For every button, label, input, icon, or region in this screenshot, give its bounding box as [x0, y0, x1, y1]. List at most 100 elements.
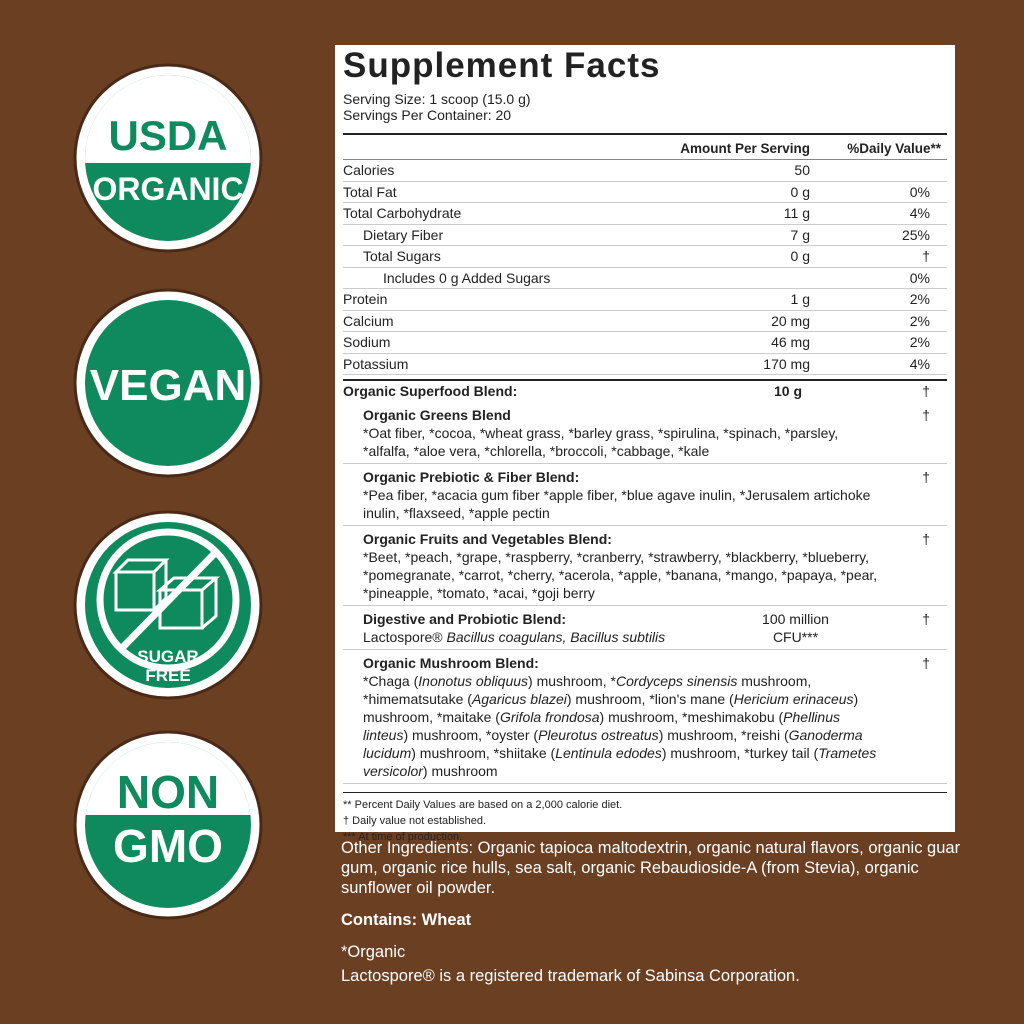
desc-italic: Cordyceps sinensis: [615, 672, 738, 689]
nutrient-name: Calcium: [343, 312, 394, 329]
nutrient-dv: 2%: [909, 334, 930, 350]
blend-dv: †: [922, 383, 930, 399]
sub-blend: Organic Prebiotic & Fiber Blend: † *Pea f…: [343, 464, 947, 526]
desc-text: ) mushroom, *meshimakobu (: [599, 708, 784, 725]
nutrient-name: Total Fat: [343, 183, 397, 200]
nutrient-row: Dietary Fiber 7 g 25%: [343, 225, 947, 246]
title: Supplement Facts: [343, 46, 661, 85]
nutrient-name: Includes 0 g Added Sugars: [383, 269, 551, 286]
non-gmo-badge: NON GMO: [73, 730, 263, 920]
nutrient-row: Sodium 46 mg 2%: [343, 332, 947, 354]
nutrient-row: Total Sugars 0 g †: [343, 246, 947, 268]
nutrient-dv: 2%: [909, 312, 930, 329]
desc-text: *Chaga (: [363, 672, 419, 689]
badges: USDA ORGANIC VEGAN SUGAR FREE NON GMO: [73, 63, 263, 920]
desc-text: ) mushroom, *shiitake (: [411, 744, 556, 761]
desc-italic: Ganoderma lucidum: [363, 726, 863, 761]
nutrient-amount: 0 g: [790, 183, 810, 200]
desc-italic: Trametes versicolor: [363, 744, 877, 779]
desc-text: *Beet, *peach, *grape, *raspberry, *cran…: [363, 548, 878, 601]
nutrient-amount: 11 g: [783, 205, 810, 221]
header-row: Amount Per Serving %Daily Value**: [343, 135, 947, 160]
nutrient-row: Calcium 20 mg 2%: [343, 311, 947, 332]
blend-row: Organic Superfood Blend: 10 g †: [343, 381, 947, 402]
sub-blend-name: Digestive and Probiotic Blend:: [363, 610, 567, 627]
nutrient-row: Total Fat 0 g 0%: [343, 182, 947, 203]
sub-blend-dv: †: [922, 530, 930, 547]
sub-blend-name: Organic Mushroom Blend:: [363, 654, 539, 671]
desc-text: ) mushroom, *lion's mane (: [566, 690, 734, 707]
nutrient-amount: 0 g: [790, 248, 810, 264]
nutrient-dv: †: [922, 248, 930, 264]
nutrient-amount: 170 mg: [763, 355, 810, 372]
desc-text: ) mushroom, *: [528, 672, 616, 689]
nutrient-amount: 7 g: [790, 226, 810, 243]
badge-text: USDA: [108, 112, 227, 159]
desc-text: ) mushroom, *oyster (: [403, 726, 539, 743]
sugar-free-badge: SUGAR FREE: [73, 510, 263, 700]
nutrient-row: Potassium 170 mg 4%: [343, 354, 947, 375]
header: %Daily Value**: [847, 141, 941, 156]
nutrient-amount: 46 mg: [771, 334, 810, 350]
supplement-facts: Supplement Facts Serving Size: 1 scoop (…: [335, 45, 955, 843]
desc-text: ) mushroom: [422, 762, 498, 779]
sub-blend-desc: *Chaga (Inonotus obliquus) mushroom, *Co…: [363, 672, 947, 780]
sub-blend-desc: *Beet, *peach, *grape, *raspberry, *cran…: [363, 548, 947, 602]
sub-blend-dv: †: [922, 610, 930, 627]
desc-text: ) mushroom, *maitake (: [363, 690, 859, 725]
trademark: Lactospore® is a registered trademark of…: [341, 967, 800, 985]
desc-italic: Agaricus blazei: [471, 690, 567, 707]
header: Amount Per Serving: [680, 141, 810, 156]
nutrient-dv: 4%: [909, 355, 930, 372]
usda-badge: USDA ORGANIC: [73, 63, 263, 253]
sub-blend-name: Organic Prebiotic & Fiber Blend:: [363, 468, 580, 485]
badge-text: NON: [117, 766, 219, 818]
nutrient-name: Protein: [343, 291, 388, 307]
desc-text: mushroom, *himematsutake (: [363, 672, 812, 707]
badge-text: SUGAR: [137, 647, 198, 666]
organic-note: *Organic: [341, 943, 406, 961]
nutrient-name: Dietary Fiber: [363, 226, 444, 243]
desc-italic: Hericium erinaceus: [733, 690, 854, 707]
footnote: ** Percent Daily Values are based on a 2…: [343, 798, 623, 811]
vegan-badge: VEGAN: [73, 288, 263, 478]
desc-text: ) mushroom, *reishi (: [658, 726, 789, 743]
sub-blend-name: Organic Fruits and Vegetables Blend:: [363, 530, 612, 547]
desc-text: Lactospore®: [363, 628, 447, 645]
desc-italic: Grifola frondosa: [499, 708, 600, 725]
sub-blend-dv: †: [922, 406, 930, 423]
nutrient-row: Calories 50: [343, 160, 947, 182]
sub-blend-dv: †: [922, 468, 930, 485]
nutrient-row: Total Carbohydrate 11 g 4%: [343, 203, 947, 225]
nutrient-dv: 0%: [909, 269, 930, 286]
badge-text: VEGAN: [90, 361, 246, 410]
nutrient-amount: 1 g: [790, 291, 810, 307]
sub-blend: Organic Fruits and Vegetables Blend: † *Be…: [343, 526, 947, 606]
nutrient-dv: 4%: [909, 205, 930, 221]
nutrient-row: Protein 1 g 2%: [343, 289, 947, 311]
other-ingredients: Other Ingredients: Organic tapioca malto…: [341, 839, 961, 897]
desc-italic: Lentinula edodes: [555, 744, 662, 761]
serving-size: Serving Size: 1 scoop (15.0 g): [343, 91, 531, 107]
blend-name: Organic Superfood Blend:: [343, 383, 518, 399]
badge-text: FREE: [145, 666, 190, 685]
desc-text: ) mushroom, *turkey tail (: [661, 744, 819, 761]
nutrient-name: Potassium: [343, 355, 409, 372]
desc-italic: Pleurotus ostreatus: [538, 726, 659, 743]
contains: Contains: Wheat: [341, 911, 472, 929]
badge-text: GMO: [113, 820, 223, 872]
desc-italic: Inonotus obliquus: [418, 672, 529, 689]
servings: Servings Per Container: 20: [343, 107, 512, 123]
nutrient-amount: 50: [794, 162, 810, 178]
badge-text: ORGANIC: [92, 171, 243, 207]
footnote: † Daily value not established.: [343, 814, 487, 827]
desc-text: *Pea fiber, *acacia gum fiber *apple fib…: [363, 486, 871, 521]
desc-italic: Phellinus linteus: [363, 708, 840, 743]
blend-amount: 10 g: [773, 383, 802, 399]
desc-italic: Bacillus coagulans, Bacillus subtilis: [446, 628, 666, 645]
nutrient-dv: 25%: [901, 226, 930, 243]
nutrient-name: Calories: [343, 162, 395, 178]
nutrient-amount: 20 mg: [771, 312, 810, 329]
sub-blend: Digestive and Probiotic Blend: 100 millio…: [343, 606, 947, 650]
